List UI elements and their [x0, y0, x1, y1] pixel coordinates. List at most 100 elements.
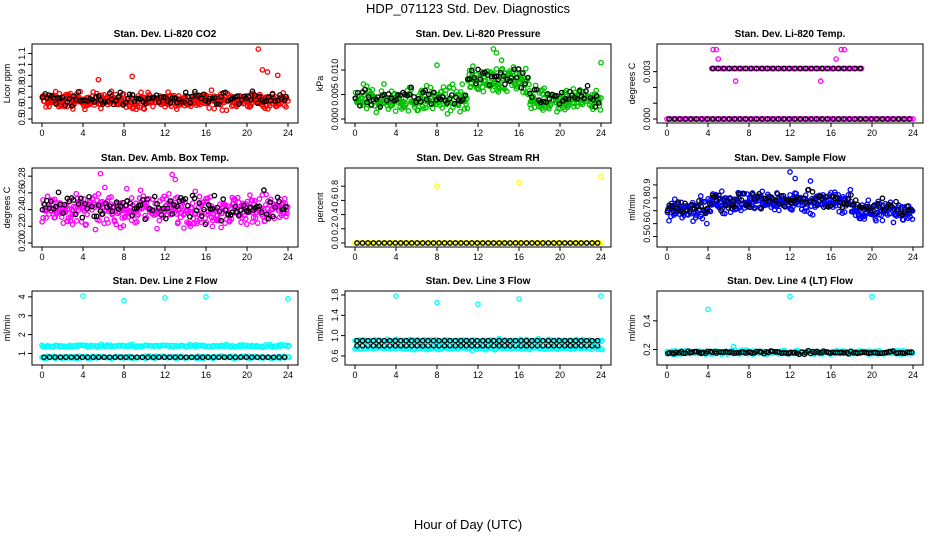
data-point — [392, 108, 399, 114]
data-point-black — [70, 197, 77, 203]
data-point-black — [807, 198, 814, 204]
data-point-black — [240, 202, 247, 209]
y-tick-label: 0.4 — [330, 208, 340, 221]
data-point — [241, 212, 248, 219]
data-point-black — [845, 196, 852, 203]
data-point-black — [491, 73, 498, 80]
y-tick-label: 0.010 — [330, 59, 340, 82]
data-point-black — [572, 342, 579, 349]
data-point-black — [675, 199, 682, 206]
data-point-black — [545, 240, 552, 246]
data-point-black — [182, 89, 189, 96]
data-point-black — [473, 80, 479, 87]
data-point-black — [583, 337, 590, 344]
y-tick-label: 0.6 — [642, 217, 652, 230]
data-point — [405, 108, 412, 114]
data-point — [528, 105, 535, 112]
y-tick-label: 1.8 — [330, 289, 340, 302]
y-tick-label: 0.22 — [17, 218, 27, 236]
data-point-black — [770, 116, 776, 122]
data-point — [43, 215, 49, 221]
data-point-black — [808, 116, 815, 122]
data-point-black — [178, 98, 185, 105]
data-point-black — [408, 84, 414, 91]
x-tick-label: 12 — [785, 128, 795, 138]
x-tick-label: 16 — [201, 252, 211, 262]
x-tick-label: 20 — [867, 252, 877, 262]
data-point-black — [425, 240, 431, 246]
data-point-black — [364, 99, 371, 106]
data-point-black — [901, 350, 908, 357]
data-point — [809, 211, 816, 218]
data-point-black — [895, 116, 902, 122]
x-tick-label: 24 — [908, 252, 918, 262]
data-point-black — [704, 116, 711, 122]
data-point-black — [95, 354, 102, 361]
data-point — [113, 221, 120, 228]
data-point-black — [523, 342, 530, 349]
outlier-point — [121, 297, 127, 304]
data-point — [284, 210, 290, 217]
y-tick-label: 0.2 — [330, 223, 340, 236]
data-point-black — [107, 90, 113, 96]
data-point-black — [508, 75, 515, 81]
x-tick-label: 20 — [555, 370, 565, 380]
data-point-black — [720, 65, 727, 72]
data-point-black — [479, 240, 486, 246]
data-point — [69, 221, 76, 228]
data-point-black — [458, 240, 464, 246]
data-point-black — [145, 354, 151, 361]
data-point — [135, 211, 141, 218]
data-point-black — [172, 354, 179, 361]
data-point-black — [769, 348, 776, 355]
data-point-black — [134, 354, 140, 361]
panel-4: Stan. Dev. Amb. Box Temp. degrees C 0 4 8 12 1… — [2, 153, 299, 262]
data-point-black — [248, 97, 254, 103]
data-point-black — [477, 76, 484, 83]
data-point-black — [225, 98, 231, 104]
x-tick-label: 12 — [160, 128, 170, 138]
data-point-black — [392, 342, 399, 349]
data-point — [909, 208, 916, 214]
panel-title: Stan. Dev. Line 4 (LT) Flow — [727, 276, 853, 287]
data-point-black — [104, 98, 111, 105]
data-point-black — [561, 337, 568, 344]
data-point-black — [207, 95, 213, 102]
data-point-black — [368, 102, 375, 108]
data-point-black — [137, 202, 144, 208]
data-point-black — [354, 337, 360, 344]
x-tick-label: 16 — [826, 128, 836, 138]
data-point-black — [430, 89, 437, 96]
data-point-black — [780, 116, 787, 122]
data-point-black — [167, 198, 174, 204]
data-point — [46, 103, 53, 110]
data-point-black — [737, 116, 743, 122]
data-point-black — [518, 84, 525, 91]
data-point-black — [254, 354, 261, 361]
data-point — [427, 84, 434, 91]
data-point-black — [512, 337, 519, 344]
x-tick-label: 24 — [283, 370, 293, 380]
data-point-black — [523, 240, 530, 246]
data-point — [156, 217, 163, 224]
data-point-black — [890, 116, 897, 122]
panel-2: Stan. Dev. Li-820 Pressure kPa 0 4 8 12 16 20 24… — [315, 29, 612, 138]
data-point — [495, 89, 502, 95]
outlier-point — [493, 50, 500, 56]
data-point — [98, 105, 104, 112]
data-point-black — [715, 65, 722, 72]
data-point-black — [61, 201, 68, 208]
data-point-black — [709, 65, 716, 72]
data-point-black — [354, 240, 360, 246]
data-point-black — [523, 337, 530, 344]
outlier-point — [285, 295, 291, 302]
data-point-black — [408, 337, 415, 344]
data-point-black — [797, 116, 804, 122]
data-point-black — [74, 354, 80, 361]
data-point — [467, 83, 474, 90]
data-point-black — [406, 91, 413, 98]
data-point-black — [742, 116, 749, 122]
data-point-black — [377, 104, 384, 110]
data-point-black — [57, 354, 64, 361]
